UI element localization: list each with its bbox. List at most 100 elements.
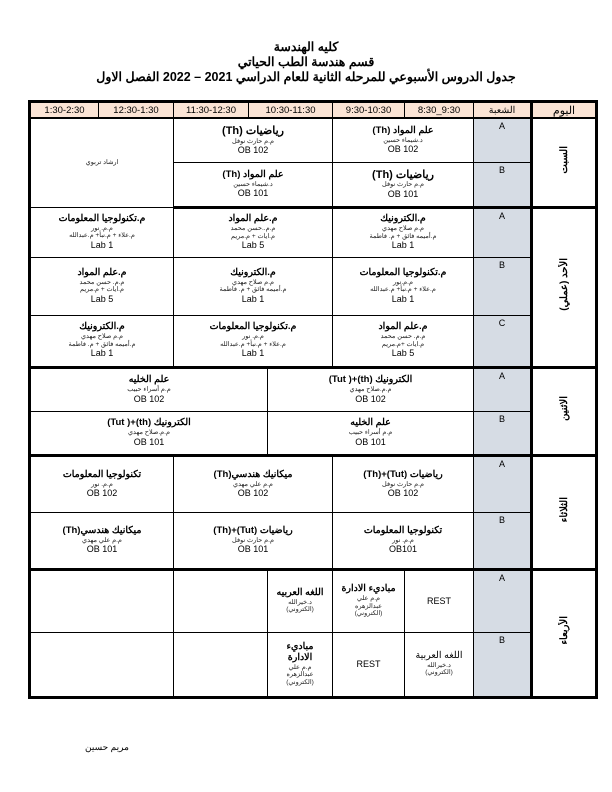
section-label: B [473, 631, 533, 699]
subject-name: مباديء الادارة [341, 583, 396, 595]
department-title: قسم هندسة الطب الحياتي [237, 55, 375, 69]
author-signature: مريم حسين [85, 742, 129, 752]
day-label: الثلاثاء [530, 454, 598, 571]
detail-text: عبدالزهره [354, 602, 383, 610]
subject-name: الكترونيك (th)+( Tut) [107, 417, 191, 429]
detail-text: م.م علي [288, 663, 312, 671]
detail-text: م.أميمه فائق + م. فاطمة [369, 232, 437, 240]
subject-name: م.علم المواد [77, 266, 127, 278]
class-cell: تكنولوجيا المعلومات م.م. نور OB101 [332, 511, 475, 571]
class-cell: ميكانيك هندسي(Th) م.م علي مهدي OB 101 [29, 511, 174, 571]
class-cell: رياضيات (Th) م.م حارث نوفل OB 102 [172, 117, 334, 163]
room-label: OB 101 [355, 436, 386, 447]
detail-text: م.ايات + م.مريم [231, 232, 275, 240]
subject-name: الادارة [287, 651, 313, 663]
schedule-row: اللغه العربيه د.خيرالله (الكتروني) مباديء ا… [29, 568, 598, 699]
room-label: OB 102 [237, 488, 269, 499]
detail-text: م.م.نور [393, 278, 413, 286]
subject-name: تكنولوجيا المعلومات [62, 468, 142, 480]
class-cell: م.الكترونيك م.م صلاح مهدي م.أميمه فائق + م… [332, 206, 475, 258]
detail-text: د.خيرالله [288, 598, 312, 606]
detail-text: م.م..حسن محمد [230, 225, 276, 233]
subject-name: رياضيات (Tut)+(Th) [363, 468, 443, 480]
detail-text: (الكتروني) [354, 610, 383, 618]
schedule-title: جدول الدروس الأسبوعي للمرحله الثانية للع… [96, 70, 516, 84]
subject-name: م.تكنولوجيا المعلومات [359, 266, 447, 278]
detail-text: م.م. نور [91, 224, 113, 232]
college-title: كليه الهندسة [273, 40, 339, 54]
room-label: OB 101 [86, 544, 118, 555]
class-cell: م.الكترونيك م.م صلاح مهدي م.أميمه فائق + م… [29, 314, 174, 369]
detail-text: م.م أسراء حبيب [348, 429, 393, 437]
class-cell: م.علم المواد م.م. حسن محمد م.ايات + م.مريم… [29, 256, 174, 316]
detail-text: م.م علي مهدي [233, 480, 273, 488]
time-header: 9:30-10:30 [332, 101, 406, 119]
class-cell: الكترونيك (th)+( Tut) م.م.صلاح مهدي OB 102 [266, 366, 475, 412]
room-label: OB 102 [237, 145, 269, 156]
class-cell: مباديء الادارة م.م علي عبدالزهره (الكتروني) [266, 631, 334, 699]
class-cell: علم الخليه م.م أسراء حبيب OB 101 [266, 410, 475, 457]
detail-text: م.ايات + م.مريم [80, 286, 124, 294]
section-label: A [473, 117, 533, 163]
section-label: B [473, 511, 533, 571]
detail-text: م.م علي [356, 595, 381, 603]
detail-text: م.علاء + م.نبأ+ م.عبدالله [220, 340, 286, 348]
time-header: 8:30_9:30 [404, 101, 475, 119]
day-label: الاثنين [530, 366, 598, 457]
empty-cell [173, 568, 268, 633]
detail-text: م.م.صلاح مهدي [127, 429, 171, 437]
room-label: OB 102 [86, 488, 118, 499]
class-cell: م.الكترونيك م.م صلاح مهدي م.أميمه فائق + م… [172, 256, 334, 316]
subject-name: تكنولوجيا المعلومات [363, 524, 443, 536]
detail-text: م.م. نور [91, 480, 113, 488]
class-cell: م.علم المواد م.م. حسن محمد م.ايات +م.مريم L… [332, 314, 475, 369]
section-label: B [473, 256, 533, 316]
schedule-row: ميكانيك هندسي(Th) م.م علي مهدي OB 101 رياضي… [29, 511, 597, 571]
schedule-row: علم الخليه م.م أسراء حبيب OB 102 الكترونيك … [29, 366, 598, 457]
detail-text: (الكتروني) [286, 678, 314, 686]
schedule-row: تكنولوجيا المعلومات م.م. نور OB 102 ميكانيك… [29, 454, 598, 571]
time-header: 1:30-2:30 [29, 101, 99, 119]
room-label: OB 102 [355, 393, 386, 404]
class-cell: م.تكنولوجيا المعلومات م.م.نور م.علاء + م.ن… [332, 256, 475, 316]
detail-text: د.خيرالله [427, 661, 451, 669]
class-cell: REST [332, 631, 406, 699]
detail-text: ارشاد تربوي [85, 159, 119, 167]
detail-text: م.م. نور [392, 536, 414, 544]
subject-name: اللغه العربيه [276, 587, 324, 599]
subject-name: ميكانيك هندسي(Th) [213, 468, 293, 480]
detail-text: م.م أسراء حبيب [127, 386, 171, 394]
class-cell: علم المواد (Th) د.شيماء حسين OB 101 [172, 161, 334, 209]
detail-text: م.ايات +م.مريم [381, 340, 425, 348]
schedule-row: علم المواد (Th) د.شيماء حسين OB 101 رياضيات… [30, 161, 597, 209]
detail-text: م.م حارث نوفل [232, 536, 274, 544]
schedule-row: مباديء الادارة م.م علي عبدالزهره (الكتروني) R… [29, 631, 597, 699]
rest-label: REST [427, 595, 452, 606]
class-cell: علم الخليه م.م أسراء حبيب OB 102 [29, 366, 268, 412]
class-cell: علم المواد (Th) د.شيماء حسين OB 102 [332, 117, 475, 163]
subject-name: علم الخليه [128, 374, 170, 386]
room-label: Lab 1 [391, 293, 415, 304]
detail-text: (الكتروني) [286, 606, 314, 614]
class-cell: ميكانيك هندسي(Th) م.م علي مهدي OB 102 [172, 454, 334, 513]
room-label: Lab 1 [391, 240, 415, 251]
section-label: B [473, 410, 533, 457]
subject-name: م.علم المواد [378, 321, 428, 333]
room-label: OB 102 [387, 144, 419, 155]
subject-name: علم الخليه [350, 417, 391, 429]
subject-name: مباديء [286, 640, 314, 652]
subject-name: م.الكترونيك [230, 266, 276, 278]
room-label: OB 102 [133, 393, 165, 404]
day-name: السبت [558, 145, 570, 174]
room-label: OB 101 [133, 436, 165, 447]
room-label: Lab 1 [90, 239, 114, 250]
room-label: Lab 5 [391, 348, 415, 359]
time-header: 12:30-1:30 [98, 101, 174, 119]
schedule-row: ارشاد تربوي رياضيات (Th) م.م حارث نوفل OB 1… [29, 117, 598, 209]
room-label: OB101 [389, 544, 418, 555]
subject-name: علم المواد (Th) [372, 124, 434, 136]
empty-cell [29, 568, 174, 633]
room-label: OB 101 [237, 544, 269, 555]
room-label: OB 101 [237, 188, 269, 199]
detail-text: م.علاء + م.نبأ+ م.عبدالله [370, 286, 436, 294]
